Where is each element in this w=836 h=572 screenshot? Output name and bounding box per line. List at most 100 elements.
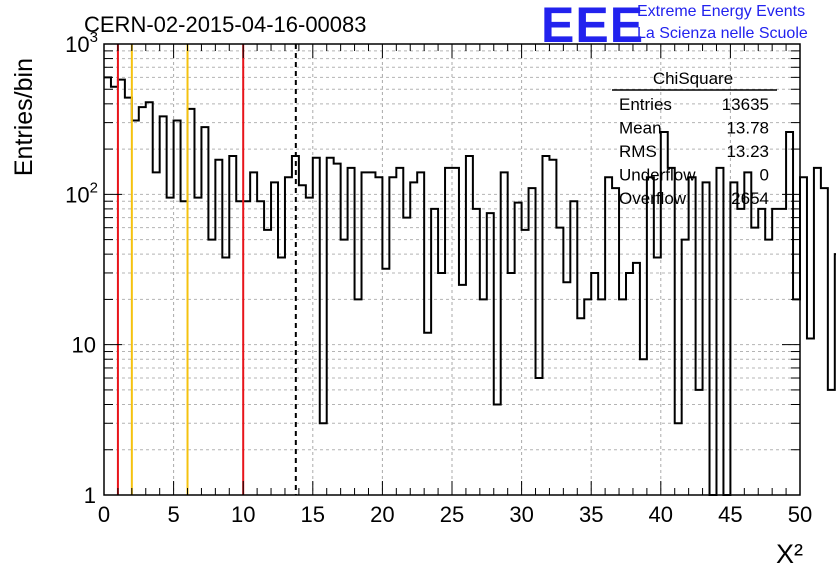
x-tick-label: 45 — [718, 502, 742, 527]
histogram-bin — [417, 172, 424, 495]
x-tick-label: 20 — [370, 502, 394, 527]
histogram-bin — [229, 156, 236, 495]
histogram-bin — [737, 209, 744, 495]
histogram-bin — [647, 177, 654, 495]
histogram-bin — [821, 188, 828, 495]
y-tick-label: 102 — [65, 179, 98, 207]
histogram-bin — [772, 209, 779, 495]
histogram-bin — [751, 228, 758, 495]
histogram-bin — [675, 423, 682, 495]
histogram-bin — [536, 378, 543, 495]
y-tick-label: 103 — [65, 29, 98, 57]
y-tick-label: 10 — [72, 333, 96, 358]
histogram-bin — [222, 258, 229, 495]
x-tick-label: 0 — [98, 502, 110, 527]
histogram-bin — [529, 188, 536, 495]
histogram-bin — [445, 168, 452, 495]
histogram-bin — [626, 273, 633, 495]
x-tick-label: 40 — [649, 502, 673, 527]
histogram-bin — [410, 182, 417, 495]
histogram-bin — [320, 423, 327, 495]
histogram-series — [104, 76, 836, 496]
y-axis-label: Entries/bin — [10, 58, 38, 176]
histogram-bin — [703, 182, 710, 495]
histogram-bin — [278, 258, 285, 495]
x-tick-label: 25 — [440, 502, 464, 527]
histogram-bin — [285, 177, 292, 495]
x-tick-label: 15 — [301, 502, 325, 527]
histogram-bin — [494, 404, 501, 495]
histogram-bin — [480, 299, 487, 495]
x-tick-label: 35 — [579, 502, 603, 527]
histogram-bin — [362, 172, 369, 495]
stats-title: ChiSquare — [653, 69, 733, 88]
x-tick-label: 50 — [788, 502, 812, 527]
stats-value: 13.78 — [726, 119, 769, 138]
histogram-bin — [139, 107, 146, 495]
histogram-bin — [459, 285, 466, 495]
histogram-bin — [779, 209, 786, 495]
histogram-bin — [348, 168, 355, 495]
histogram-bin — [563, 282, 570, 495]
histogram-bin — [396, 168, 403, 495]
stats-label: Overflow — [619, 189, 687, 208]
histogram-bin — [549, 160, 556, 495]
histogram-bin — [431, 209, 438, 495]
histogram-bin — [570, 201, 577, 495]
histogram-bin — [306, 198, 313, 495]
eee-logo: EEE — [541, 0, 645, 53]
stats-label: RMS — [619, 142, 657, 161]
histogram-bin — [619, 299, 626, 495]
histogram-bin — [828, 390, 835, 495]
stats-value: 13635 — [722, 95, 769, 114]
x-tick-label: 30 — [509, 502, 533, 527]
histogram-bin — [313, 158, 320, 495]
histogram-bin — [194, 198, 201, 495]
histogram-bin — [807, 338, 814, 495]
histogram-bin — [257, 201, 264, 495]
histogram-bin — [542, 156, 549, 495]
histogram-bin — [744, 172, 751, 495]
histogram-bin — [584, 299, 591, 495]
histogram-bin — [355, 299, 362, 495]
histogram-bin — [556, 228, 563, 495]
histogram-bin — [466, 156, 473, 495]
histogram-bin — [201, 127, 208, 495]
histogram-bin — [689, 177, 696, 495]
stats-label: Entries — [619, 95, 672, 114]
histogram-bin — [125, 98, 132, 495]
y-tick-label: 1 — [84, 483, 96, 508]
histogram-bin — [814, 168, 821, 495]
histogram-bin — [800, 177, 807, 495]
histogram-bin — [633, 263, 640, 495]
histogram-bin — [515, 203, 522, 495]
histogram-bin — [299, 185, 306, 495]
histogram-bin — [668, 168, 675, 495]
stats-value: 2654 — [731, 189, 769, 208]
histogram-bin — [786, 132, 793, 495]
histogram-bin — [132, 120, 139, 495]
histogram-bin — [661, 132, 668, 495]
histogram-bin — [111, 87, 118, 495]
stats-label: Mean — [619, 119, 662, 138]
histogram-bin — [452, 168, 459, 495]
histogram-bin — [758, 209, 765, 495]
histogram-bin — [424, 333, 431, 495]
histogram-bin — [250, 172, 257, 495]
histogram-bin — [188, 109, 195, 495]
histogram-bin — [215, 160, 222, 495]
x-tick-label: 5 — [167, 502, 179, 527]
histogram-bin — [438, 273, 445, 495]
stats-value: 13.23 — [726, 142, 769, 161]
plot-area: 0 5 10 15 20 25 30 35 40 45 50 1 10 102 103 ChiSquare En… — [65, 29, 836, 527]
histogram-bin — [236, 201, 243, 495]
histogram-bin — [375, 177, 382, 495]
histogram-bin — [730, 182, 737, 495]
histogram-bin — [160, 116, 167, 495]
histogram-bin — [146, 102, 153, 495]
histogram-bin — [389, 177, 396, 495]
logo-line-2: La Scienza nelle Scuole — [637, 25, 808, 42]
x-tick-label: 10 — [231, 502, 255, 527]
histogram-bin — [341, 240, 348, 495]
